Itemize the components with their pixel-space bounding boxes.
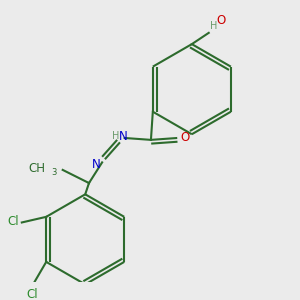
Text: N: N (119, 130, 128, 142)
Text: N: N (92, 158, 101, 171)
Text: O: O (216, 14, 226, 27)
Text: Cl: Cl (26, 288, 38, 300)
Text: CH: CH (29, 161, 46, 175)
Text: O: O (180, 131, 189, 145)
Text: 3: 3 (52, 168, 57, 177)
Text: H: H (210, 21, 217, 31)
Text: H: H (112, 131, 119, 141)
Text: Cl: Cl (8, 215, 19, 228)
